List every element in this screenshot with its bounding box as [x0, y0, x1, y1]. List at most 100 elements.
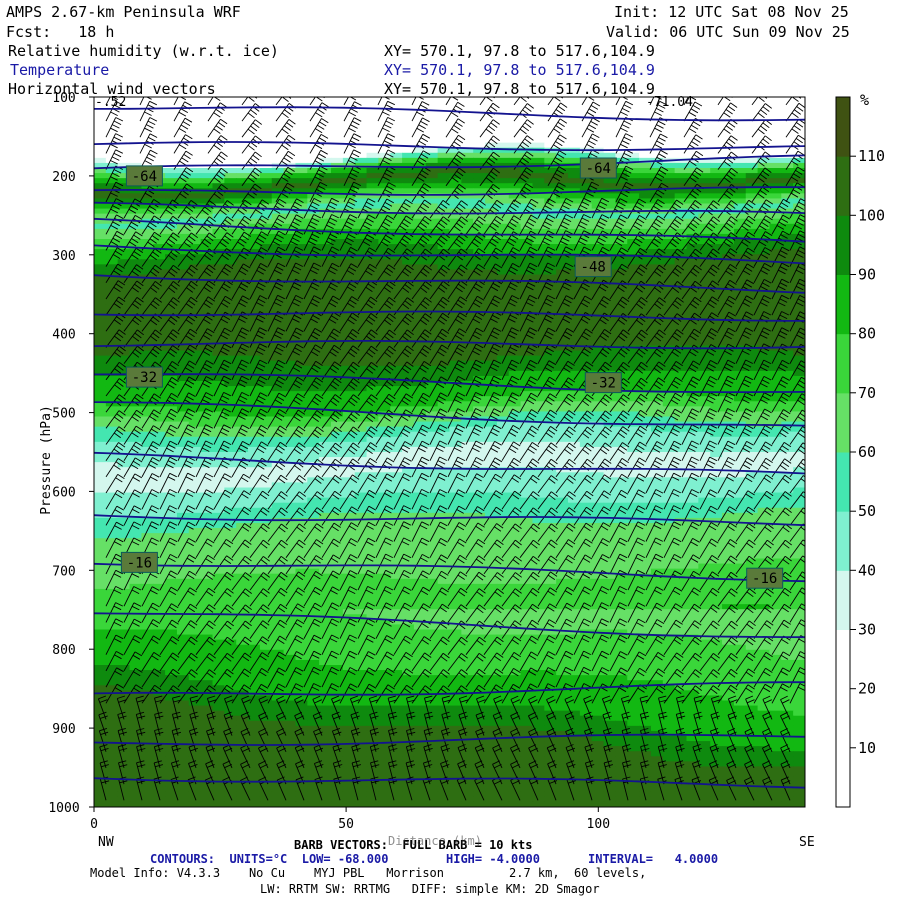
rh-cell [236, 157, 249, 164]
rh-cell [425, 188, 439, 194]
rh-cell [793, 416, 805, 423]
rh-cell [532, 249, 545, 255]
rh-cell [259, 457, 273, 463]
rh-cell [733, 411, 747, 418]
rh-cell [757, 244, 771, 250]
rh-cell [793, 396, 805, 402]
rh-cell [698, 249, 711, 255]
rh-cell [781, 335, 794, 342]
rh-cell [212, 299, 225, 306]
rh-cell [627, 279, 640, 286]
rh-cell [568, 289, 581, 296]
rh-cell [165, 462, 178, 468]
rh-cell [259, 274, 273, 281]
rh-cell [224, 168, 237, 174]
rh-cell [793, 477, 805, 484]
rh-cell [793, 233, 805, 240]
rh-cell [307, 355, 320, 362]
rh-cell [520, 183, 534, 189]
rh-cell [248, 512, 261, 519]
rh-cell [413, 193, 427, 200]
rh-cell [556, 228, 569, 235]
rh-cell [568, 497, 581, 504]
rh-cell [568, 203, 581, 210]
rh-cell [212, 239, 225, 245]
rh-cell [698, 188, 711, 194]
rh-cell [283, 482, 297, 489]
rh-cell [449, 467, 462, 473]
rh-cell [508, 487, 522, 494]
rh-cell [769, 462, 782, 468]
rh-cell [568, 441, 581, 448]
rh-cell [224, 213, 237, 220]
rh-cell [224, 462, 237, 468]
rh-cell [532, 142, 545, 149]
rh-cell [94, 467, 107, 473]
rh-cell [188, 142, 202, 149]
rh-cell [271, 406, 285, 413]
rh-cell [508, 193, 522, 200]
rh-cell [413, 370, 427, 377]
rh-cell [141, 117, 154, 123]
rh-cell [200, 228, 214, 235]
rh-cell [176, 355, 190, 362]
rh-cell [248, 416, 261, 423]
rh-cell [733, 193, 747, 200]
rh-cell [733, 152, 747, 159]
rh-cell [307, 299, 320, 306]
rh-cell [615, 269, 628, 276]
rh-cell [603, 487, 616, 494]
rh-cell [698, 370, 711, 377]
rh-cell [757, 213, 771, 220]
rh-cell [650, 462, 664, 468]
rh-cell [425, 239, 439, 245]
rh-cell [390, 304, 403, 311]
rh-cell [259, 193, 273, 200]
rh-cell [271, 173, 285, 179]
rh-cell [94, 117, 107, 123]
rh-cell [307, 340, 320, 347]
rh-cell [437, 157, 451, 164]
rh-cell [259, 112, 273, 118]
rh-cell [722, 183, 735, 189]
rh-cell [188, 208, 202, 215]
rh-cell [757, 274, 771, 281]
rh-cell [496, 198, 510, 205]
rh-cell [532, 203, 545, 210]
rh-cell [745, 168, 759, 174]
rh-cell [307, 325, 320, 331]
rh-cell [176, 482, 190, 489]
rh-cell [200, 436, 214, 443]
rh-cell [176, 507, 190, 514]
rh-cell [496, 122, 510, 129]
rh-cell [662, 188, 676, 194]
rh-cell [627, 396, 640, 402]
rh-cell [662, 355, 676, 362]
rh-cell [331, 487, 344, 494]
rh-cell [105, 426, 119, 433]
rh-cell [295, 411, 308, 418]
rh-cell [117, 502, 131, 509]
rh-cell [639, 365, 652, 372]
rh-cell [781, 188, 794, 194]
rh-cell [639, 228, 652, 235]
rh-cell [413, 325, 427, 331]
rh-cell [354, 284, 368, 291]
rh-cell [117, 386, 131, 392]
rh-cell [141, 233, 154, 240]
rh-cell [342, 284, 356, 291]
rh-cell [674, 335, 688, 342]
rh-cell [425, 279, 439, 286]
rh-cell [733, 391, 747, 397]
rh-cell [579, 304, 593, 311]
rh-cell [532, 436, 545, 443]
rh-cell [413, 223, 427, 230]
rh-cell [319, 97, 332, 103]
rh-cell [331, 249, 344, 255]
rh-cell [627, 97, 640, 103]
rh-cell [390, 112, 403, 118]
rh-cell [674, 487, 688, 494]
rh-cell [200, 345, 214, 352]
rh-cell [757, 239, 771, 245]
rh-cell [271, 401, 285, 407]
